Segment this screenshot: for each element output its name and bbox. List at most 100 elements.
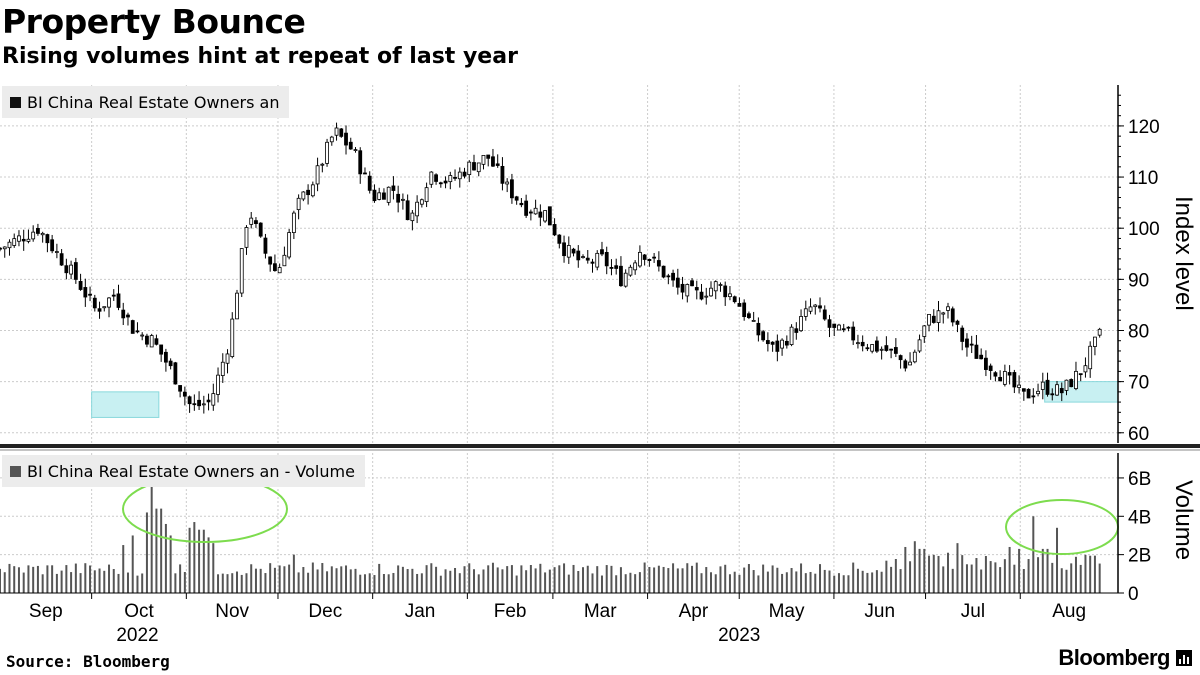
candle-body [917, 339, 922, 352]
volume-bar [41, 574, 44, 593]
candle-body [348, 141, 353, 150]
volume-bar [411, 568, 414, 593]
volume-bar [269, 563, 272, 593]
candle-body [813, 304, 818, 308]
volume-bar [548, 569, 551, 593]
candle-body [604, 252, 609, 267]
volume-bar [1098, 563, 1101, 593]
volume-bar [610, 565, 613, 593]
volume-bar [577, 571, 580, 593]
volume-bar [833, 575, 836, 593]
volume-bar [904, 546, 907, 593]
volume-bar [800, 563, 803, 593]
candle-body [955, 320, 960, 325]
volume-bar [169, 535, 172, 593]
candle-body [2, 246, 7, 250]
candle-body [263, 237, 268, 254]
month-label: Jan [405, 601, 436, 622]
volume-bar [74, 563, 77, 593]
volume-bar [463, 566, 466, 593]
candle-body [685, 284, 690, 297]
candle-body [780, 339, 784, 349]
month-label: Aug [1052, 601, 1086, 622]
candle-body [505, 181, 510, 185]
volume-bar [871, 572, 874, 593]
month-label: Jul [961, 601, 985, 622]
candle-body [287, 232, 292, 258]
candle-body [528, 211, 533, 214]
volume-bar [956, 543, 959, 593]
candle-body [927, 313, 931, 326]
candle-body [1021, 388, 1026, 392]
volume-bar [1013, 564, 1016, 593]
month-label: Mar [584, 601, 617, 622]
volume-bar [1037, 557, 1040, 593]
volume-bar [515, 575, 518, 593]
price-tick-label: 100 [1128, 219, 1160, 240]
volume-bar [345, 565, 348, 593]
price-tick-label: 90 [1128, 270, 1149, 291]
volume-bar [392, 572, 395, 593]
candle-body [1002, 371, 1007, 385]
candle-body [429, 171, 434, 185]
candle-body [235, 292, 239, 320]
candle-body [1007, 372, 1012, 376]
volume-bar [558, 565, 561, 593]
logo-text: Bloomberg [1058, 645, 1170, 670]
volume-bar [1041, 548, 1044, 593]
volume-bar [297, 572, 300, 593]
volume-bar [1060, 568, 1063, 593]
candle-body [524, 200, 529, 216]
volume-bar [605, 565, 608, 593]
legend-price-label: BI China Real Estate Owners an [27, 92, 280, 112]
candle-body [718, 284, 723, 286]
volume-bar [264, 573, 267, 593]
candle-body [358, 150, 363, 175]
volume-bar [326, 571, 329, 593]
volume-bar [288, 564, 291, 593]
volume-bar [923, 548, 926, 593]
volume-bar [970, 564, 973, 593]
candle-body [225, 353, 230, 364]
candle-body [799, 316, 803, 332]
candle-body [140, 334, 145, 337]
candle-body [163, 351, 168, 363]
candle-body [1055, 384, 1059, 396]
volume-bar [676, 568, 679, 593]
volume-bar [667, 568, 670, 593]
volume-bar [672, 563, 675, 593]
candle-body [301, 191, 306, 200]
candle-body [1031, 395, 1036, 398]
candle-body [377, 192, 382, 200]
volume-bar [51, 565, 54, 593]
candle-body [92, 297, 97, 309]
volume-bar [126, 572, 129, 593]
candle-body [680, 283, 685, 293]
candle-body [765, 340, 770, 345]
volume-bar [657, 565, 660, 593]
candle-body [694, 287, 699, 291]
candle-body [258, 222, 263, 237]
volume-bar [193, 522, 196, 593]
volume-bar [212, 543, 215, 593]
candle-body [50, 239, 55, 252]
candle-body [372, 189, 377, 202]
volume-tick-label: 4B [1128, 507, 1151, 528]
candle-body [784, 340, 789, 346]
price-tick-label: 120 [1128, 117, 1160, 138]
volume-bar [321, 563, 324, 593]
volume-bar [852, 562, 855, 593]
volume-bar [202, 529, 205, 593]
volume-bar [221, 573, 224, 593]
volume-bar [899, 569, 902, 593]
candle-body [491, 156, 495, 167]
candle-body [187, 396, 192, 405]
volume-bar [819, 564, 822, 593]
candle-body [609, 267, 614, 269]
candle-body [998, 376, 1003, 382]
volume-bar [999, 567, 1002, 593]
volume-bar [619, 567, 622, 593]
candle-body [1097, 328, 1102, 336]
candle-body [590, 261, 595, 264]
volume-bar [131, 535, 134, 593]
